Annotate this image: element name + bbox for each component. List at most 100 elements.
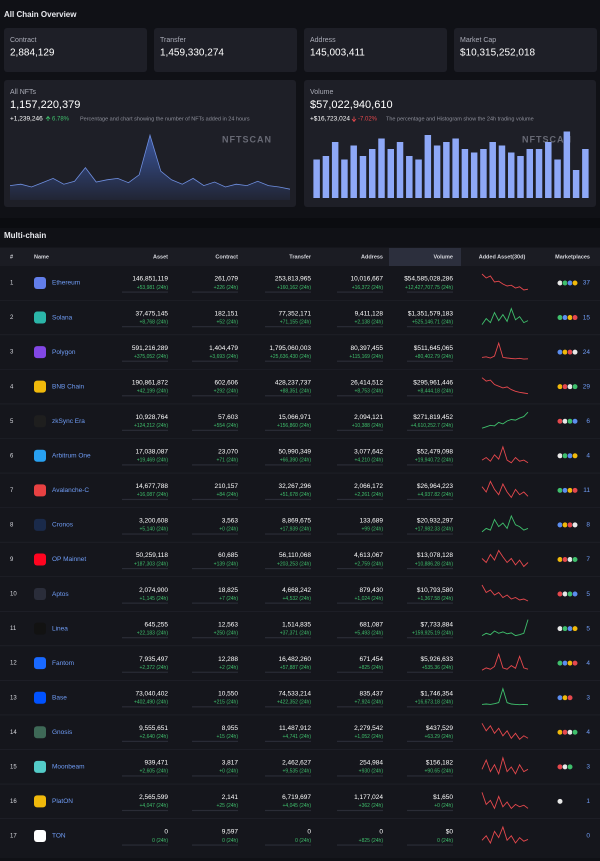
chain-name[interactable]: PlatON bbox=[52, 798, 73, 805]
marketplace-count[interactable]: 7 bbox=[586, 556, 590, 563]
cell-change: +84 (24h) bbox=[216, 492, 238, 498]
cell-value: 2,141 bbox=[222, 794, 239, 801]
progress-track bbox=[265, 844, 311, 846]
sparkline bbox=[481, 341, 529, 360]
chain-name[interactable]: BNB Chain bbox=[52, 383, 85, 390]
cell-change: +203,253 (24h) bbox=[277, 561, 311, 567]
chain-icon bbox=[34, 760, 46, 773]
progress-track bbox=[122, 291, 168, 293]
cell-value: 9,555,651 bbox=[139, 725, 168, 732]
cell-value: 253,813,965 bbox=[275, 276, 312, 283]
bar bbox=[452, 138, 459, 198]
progress-track bbox=[337, 498, 383, 501]
chain-name[interactable]: TON bbox=[52, 833, 66, 840]
bar bbox=[313, 159, 320, 198]
progress-track bbox=[265, 464, 311, 466]
chain-name[interactable]: Linea bbox=[52, 625, 68, 632]
rank: 8 bbox=[10, 522, 14, 528]
chain-icon bbox=[34, 657, 46, 670]
marketplace-icon bbox=[571, 383, 579, 390]
marketplace-count[interactable]: 3 bbox=[586, 764, 590, 771]
progress-track bbox=[265, 706, 311, 708]
marketplace-icon bbox=[556, 798, 564, 805]
bar bbox=[406, 156, 413, 198]
cell-change: 0 (24h) bbox=[152, 838, 168, 844]
marketplace-count[interactable]: 37 bbox=[583, 280, 591, 287]
cell-value: 133,689 bbox=[360, 518, 384, 525]
progress-track bbox=[122, 775, 168, 777]
progress-track bbox=[192, 602, 238, 604]
bar bbox=[563, 131, 571, 198]
marketplace-count[interactable]: 6 bbox=[586, 418, 590, 425]
rank: 10 bbox=[10, 592, 17, 598]
chain-name[interactable]: zkSync Era bbox=[52, 418, 85, 425]
panel-change: +$16,723,024 bbox=[310, 116, 350, 123]
marketplace-count[interactable]: 3 bbox=[586, 694, 590, 701]
chain-name[interactable]: OP Mainnet bbox=[52, 556, 86, 563]
trend-arrow bbox=[351, 116, 357, 123]
marketplace-count[interactable]: 4 bbox=[586, 660, 590, 667]
chain-name[interactable]: Fantom bbox=[52, 660, 74, 667]
cell-value: 6,719,697 bbox=[282, 794, 311, 801]
chain-name[interactable]: Solana bbox=[52, 314, 73, 321]
cell-value: 190,861,872 bbox=[132, 379, 169, 386]
sparkline bbox=[481, 411, 529, 429]
cell-change: +2,640 (24h) bbox=[140, 734, 169, 740]
cell-change: +10,388 (24h) bbox=[352, 423, 384, 429]
marketplace-icon bbox=[571, 660, 579, 667]
bar bbox=[378, 138, 385, 198]
bar bbox=[322, 156, 330, 198]
chain-name[interactable]: Moonbeam bbox=[52, 764, 85, 771]
chain-name[interactable]: Aptos bbox=[52, 591, 69, 598]
chain-name[interactable]: Ethereum bbox=[52, 280, 80, 287]
marketplace-count[interactable]: 0 bbox=[586, 833, 590, 840]
cell-value: 14,677,788 bbox=[135, 483, 168, 490]
divider bbox=[0, 218, 600, 228]
marketplace-count[interactable]: 8 bbox=[586, 522, 590, 529]
chain-name[interactable]: Gnosis bbox=[52, 729, 73, 736]
marketplace-count[interactable]: 4 bbox=[586, 729, 590, 736]
chain-icon bbox=[34, 829, 46, 842]
chain-name[interactable]: Avalanche-C bbox=[52, 487, 89, 494]
progress-track bbox=[122, 844, 168, 846]
progress-track bbox=[192, 809, 238, 812]
progress-track bbox=[192, 671, 238, 673]
progress-track bbox=[192, 740, 238, 742]
progress-track bbox=[122, 429, 168, 431]
marketplace-count[interactable]: 1 bbox=[586, 798, 590, 805]
chain-name[interactable]: Base bbox=[52, 694, 67, 701]
marketplace-count[interactable]: 15 bbox=[583, 314, 591, 321]
marketplace-count[interactable]: 24 bbox=[583, 349, 591, 356]
marketplace-count[interactable]: 4 bbox=[586, 453, 590, 460]
cell-value: 74,533,214 bbox=[278, 690, 311, 697]
chain-name[interactable]: Arbitrum One bbox=[52, 453, 91, 460]
cell-change: +8,444.18 (24h) bbox=[418, 389, 454, 395]
progress-track bbox=[407, 671, 453, 673]
cell-value: $54,585,028,286 bbox=[404, 276, 453, 283]
cell-value: 0 bbox=[307, 829, 311, 836]
rank: 5 bbox=[10, 419, 14, 425]
chain-name[interactable]: Cronos bbox=[52, 522, 74, 529]
cell-value: 210,157 bbox=[215, 483, 239, 490]
cell-change: +5,493 (24h) bbox=[355, 630, 384, 636]
cell-value: 602,606 bbox=[215, 379, 239, 386]
marketplace-count[interactable]: 29 bbox=[583, 383, 591, 390]
marketplace-count[interactable]: 5 bbox=[586, 625, 590, 632]
sparkline bbox=[481, 377, 529, 395]
stat-value: 1,459,330,274 bbox=[160, 48, 224, 59]
chain-name[interactable]: Polygon bbox=[52, 349, 76, 356]
bar bbox=[582, 149, 589, 198]
cell-value: 645,255 bbox=[145, 621, 169, 628]
progress-track bbox=[192, 567, 238, 570]
cell-change: +187,303 (24h) bbox=[134, 561, 168, 567]
rank: 13 bbox=[10, 695, 17, 701]
progress-track bbox=[407, 360, 453, 362]
marketplace-icon bbox=[571, 625, 579, 632]
bar bbox=[424, 135, 432, 198]
chain-icon bbox=[34, 380, 46, 393]
cell-value: $26,964,223 bbox=[417, 483, 454, 490]
progress-track bbox=[337, 637, 383, 639]
marketplace-count[interactable]: 11 bbox=[583, 487, 590, 494]
marketplace-count[interactable]: 5 bbox=[586, 591, 590, 598]
